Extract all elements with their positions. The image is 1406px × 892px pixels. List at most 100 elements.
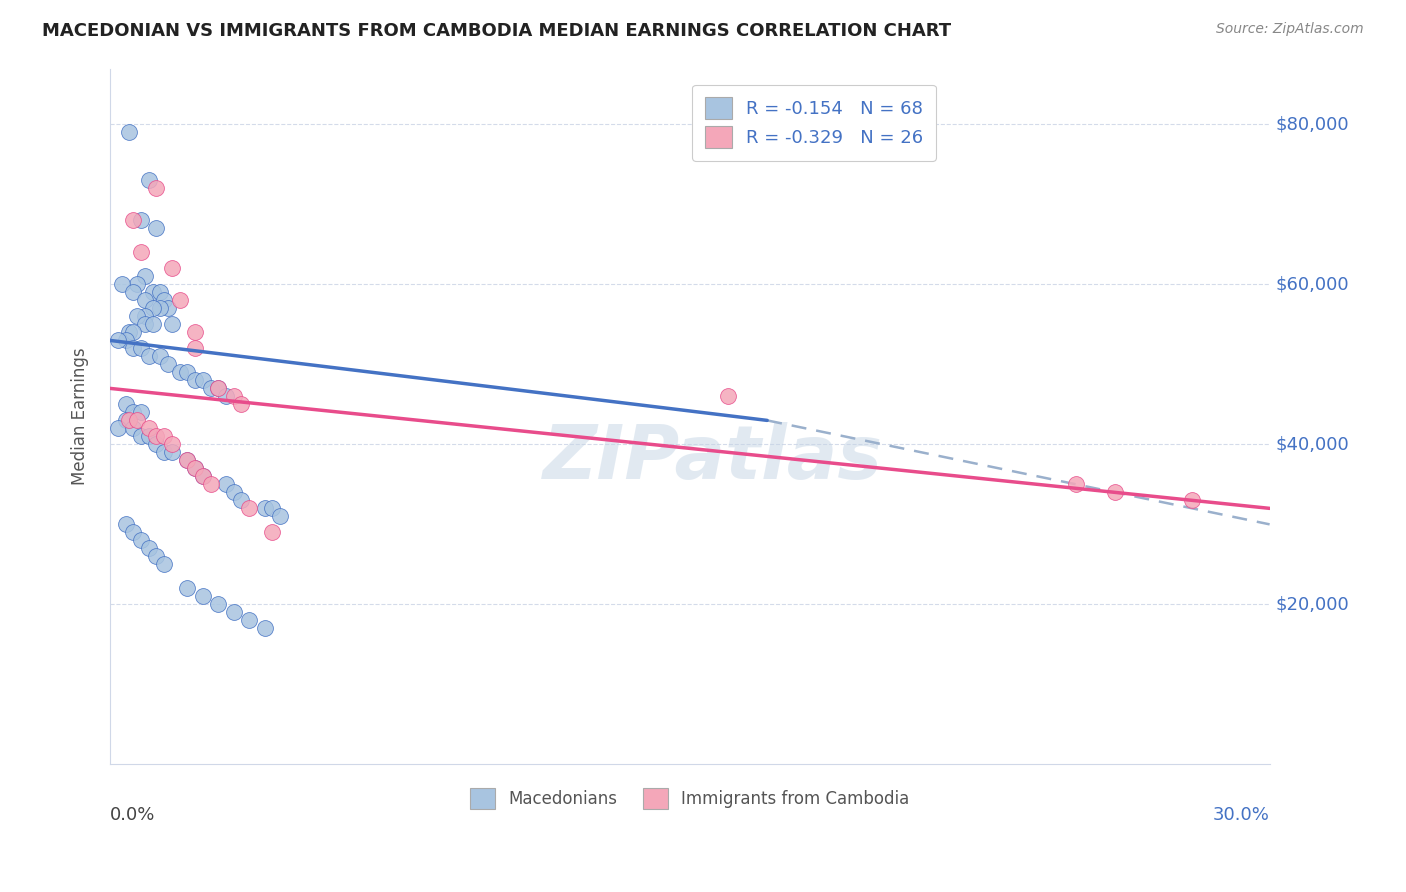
Point <box>215 389 238 403</box>
Point <box>107 334 129 348</box>
Point <box>129 429 152 443</box>
Point <box>160 261 183 276</box>
Point <box>222 605 245 619</box>
Point <box>200 381 222 395</box>
Point <box>176 582 198 596</box>
Point <box>160 437 183 451</box>
Point <box>153 445 176 459</box>
Point <box>149 350 172 364</box>
Point <box>122 213 145 227</box>
Point <box>157 301 180 316</box>
Point <box>118 126 141 140</box>
Point <box>1181 493 1204 508</box>
Point <box>138 429 160 443</box>
Point <box>191 373 214 387</box>
Point <box>262 525 284 540</box>
Text: Source: ZipAtlas.com: Source: ZipAtlas.com <box>1216 22 1364 37</box>
Point <box>142 301 165 316</box>
Point <box>138 541 160 556</box>
Text: ZIPatlas: ZIPatlas <box>543 422 883 495</box>
Point <box>160 445 183 459</box>
Point <box>111 277 134 292</box>
Point <box>176 453 198 467</box>
Point <box>184 373 207 387</box>
Point <box>145 221 167 235</box>
Point <box>262 501 284 516</box>
Point <box>1104 485 1126 500</box>
Legend: Macedonians, Immigrants from Cambodia: Macedonians, Immigrants from Cambodia <box>460 778 920 819</box>
Point <box>231 397 253 411</box>
Point <box>176 453 198 467</box>
Point <box>191 469 214 483</box>
Point <box>145 429 167 443</box>
Point <box>238 613 260 627</box>
Point <box>207 381 229 395</box>
Point <box>215 477 238 491</box>
Point <box>184 342 207 356</box>
Point <box>207 597 229 611</box>
Point <box>149 301 172 316</box>
Point <box>138 421 160 435</box>
Y-axis label: Median Earnings: Median Earnings <box>72 348 89 485</box>
Point <box>184 326 207 340</box>
Text: $60,000: $60,000 <box>1275 276 1348 293</box>
Point <box>717 389 740 403</box>
Point <box>127 413 149 427</box>
Point <box>122 525 145 540</box>
Point <box>107 421 129 435</box>
Point <box>122 342 145 356</box>
Point <box>138 173 160 187</box>
Point <box>129 342 152 356</box>
Point <box>114 517 136 532</box>
Point <box>118 326 141 340</box>
Point <box>129 213 152 227</box>
Point <box>184 461 207 475</box>
Point <box>253 621 276 635</box>
Text: 30.0%: 30.0% <box>1213 806 1270 824</box>
Point <box>169 366 191 380</box>
Point <box>222 485 245 500</box>
Point <box>129 405 152 419</box>
Text: 0.0%: 0.0% <box>110 806 156 824</box>
Point <box>134 318 156 332</box>
Point <box>134 269 156 284</box>
Point <box>191 469 214 483</box>
Point <box>191 590 214 604</box>
Point <box>269 509 291 524</box>
Point <box>149 285 172 300</box>
Point <box>238 501 260 516</box>
Point <box>253 501 276 516</box>
Point <box>127 310 149 324</box>
Point <box>142 285 165 300</box>
Text: $40,000: $40,000 <box>1275 435 1350 453</box>
Point <box>200 477 222 491</box>
Point <box>145 181 167 195</box>
Point <box>138 350 160 364</box>
Point <box>222 389 245 403</box>
Point <box>127 277 149 292</box>
Text: $80,000: $80,000 <box>1275 115 1348 134</box>
Point <box>122 421 145 435</box>
Point <box>145 549 167 564</box>
Point <box>184 461 207 475</box>
Point <box>114 413 136 427</box>
Point <box>114 397 136 411</box>
Point <box>169 293 191 308</box>
Point <box>129 533 152 548</box>
Text: $20,000: $20,000 <box>1275 595 1350 614</box>
Point <box>153 293 176 308</box>
Point <box>129 245 152 260</box>
Text: MACEDONIAN VS IMMIGRANTS FROM CAMBODIA MEDIAN EARNINGS CORRELATION CHART: MACEDONIAN VS IMMIGRANTS FROM CAMBODIA M… <box>42 22 952 40</box>
Point <box>157 358 180 372</box>
Point <box>122 285 145 300</box>
Point <box>207 381 229 395</box>
Point <box>145 437 167 451</box>
Point <box>176 366 198 380</box>
Point <box>231 493 253 508</box>
Point <box>153 558 176 572</box>
Point <box>134 310 156 324</box>
Point <box>134 293 156 308</box>
Point <box>153 429 176 443</box>
Point <box>122 326 145 340</box>
Point <box>142 318 165 332</box>
